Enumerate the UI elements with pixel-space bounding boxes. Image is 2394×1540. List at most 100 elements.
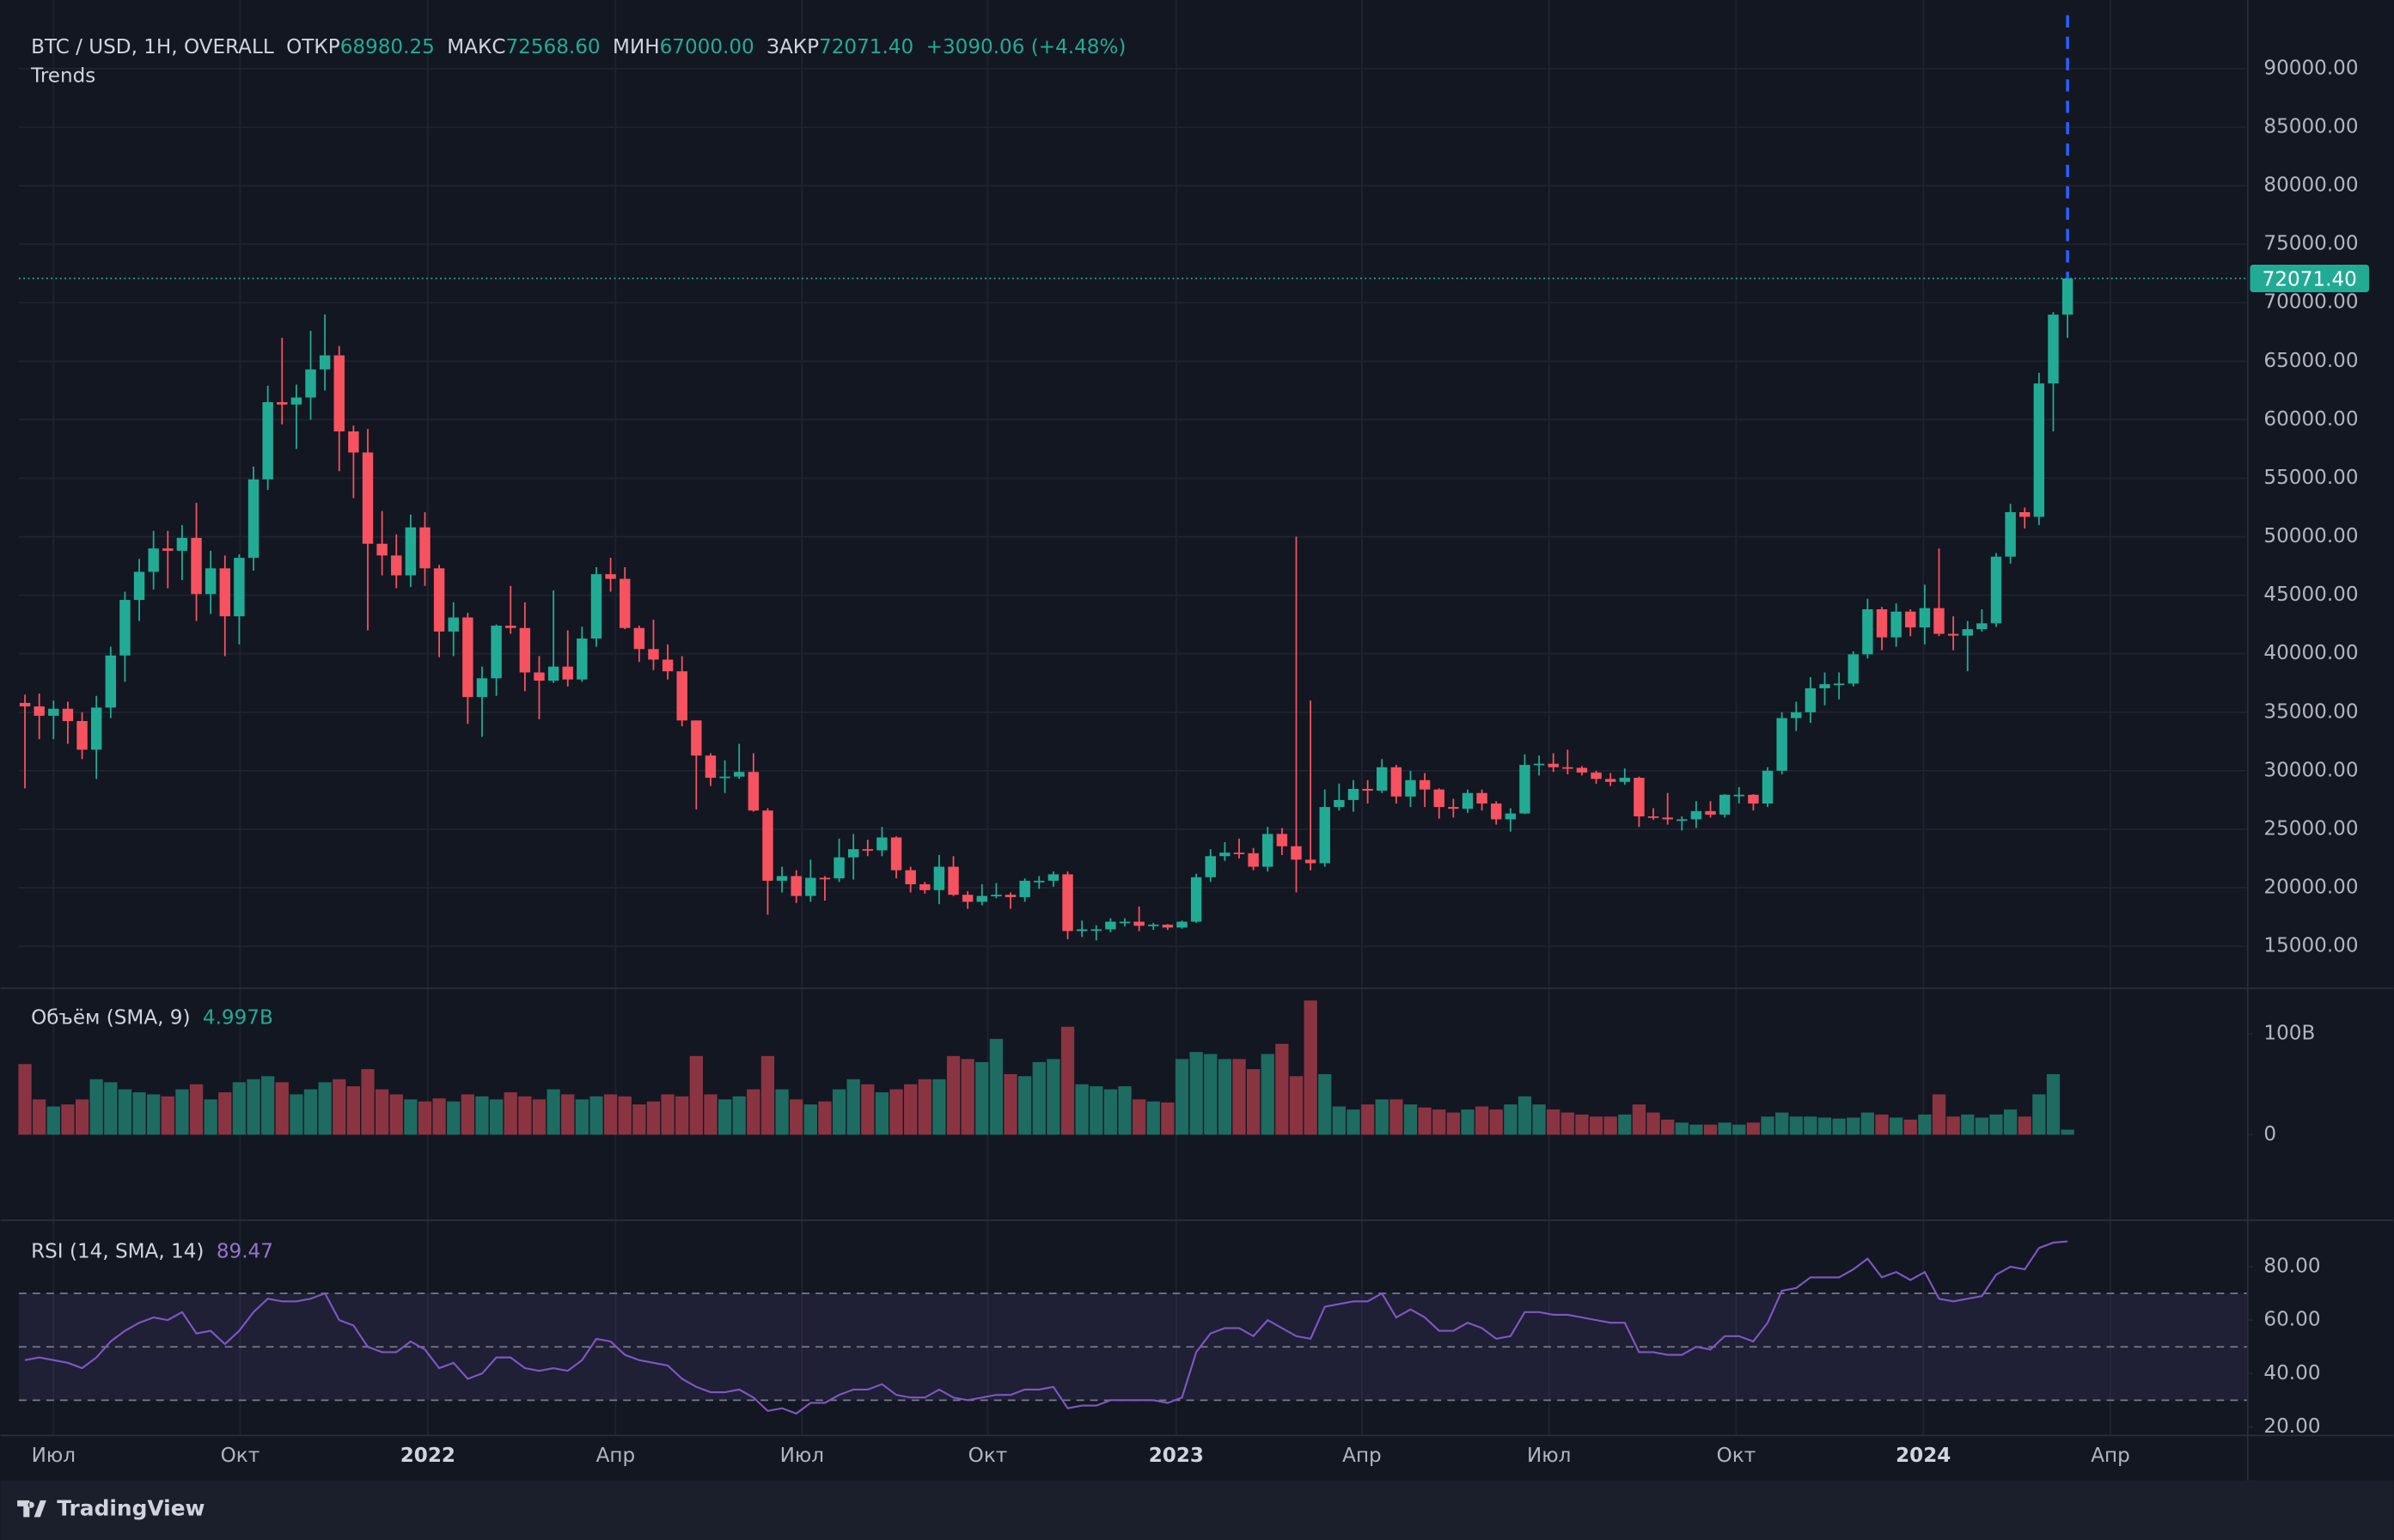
volume-bar [118,1089,132,1135]
volume-bar [1032,1061,1046,1135]
volume-bar [404,1099,418,1135]
volume-bar [1461,1109,1475,1135]
candle-body [148,548,159,572]
volume-bar [1332,1106,1346,1135]
y-tick-label: 40000.00 [2263,642,2358,664]
volume-bar [603,1094,618,1135]
candle-body [620,578,631,628]
volume-bar [1403,1104,1418,1135]
candle-body [991,895,1002,896]
y-tick-label: 75000.00 [2263,233,2358,255]
candle-body [1591,772,1602,779]
candle-body [919,883,931,890]
volume-bar [161,1096,174,1135]
volume-bar [1261,1054,1274,1135]
y-tick-label: 30000.00 [2263,759,2358,781]
candle-body [1176,921,1188,928]
candle-body [1276,834,1288,846]
x-tick-label: 2024 [1896,1445,1951,1467]
volume-bar [1718,1122,1731,1135]
candle-body [605,574,616,579]
volume-bar [1161,1102,1175,1135]
volume-bar [760,1055,775,1135]
volume-last: 4.997B [203,1006,273,1029]
volume-tick-label: 0 [2263,1123,2276,1146]
last-price-tag [2250,265,2369,293]
candle-body [676,671,687,721]
candle-body [834,857,845,879]
rsi-last: 89.47 [217,1240,273,1262]
volume-bar [1446,1112,1460,1135]
candle-body [1019,880,1030,897]
candle-body [1219,852,1231,857]
legend-field-value: 72568.60 [505,36,600,58]
volume-bar [547,1089,560,1135]
volume-bar [1547,1109,1560,1135]
candle-body [419,527,431,569]
candle-body [2019,511,2031,517]
volume-bar [375,1089,389,1135]
volume-legend: Объём (SMA, 9) 4.997B [31,1006,273,1029]
y-tick-label: 80000.00 [2263,174,2358,197]
volume-bar [1761,1116,1774,1135]
volume-bar [189,1084,204,1135]
candle-body [1719,794,1731,815]
candle-body [705,755,717,779]
candle-body [1505,813,1517,820]
candle-body [762,810,773,881]
volume-bar [1618,1114,1632,1135]
volume-bar [1375,1099,1389,1135]
candle-body [1919,608,1931,628]
y-tick-label: 60000.00 [2263,408,2358,431]
legend-change: +3090.06 (+4.48%) [926,36,1127,58]
volume-bar [775,1089,789,1135]
candle-body [1705,810,1716,815]
candle-body [448,617,459,632]
volume-bar [1689,1124,1703,1135]
candle-body [405,527,417,576]
x-tick-label: Окт [968,1445,1008,1467]
candle-body [1248,852,1259,867]
candle-body [547,666,559,681]
volume-bar [2018,1116,2031,1135]
y-tick-label: 55000.00 [2263,467,2358,489]
y-tick-label: 25000.00 [2263,817,2358,840]
volume-bar [1103,1089,1118,1135]
volume-bar [1389,1099,1403,1135]
x-tick-label: Окт [221,1445,260,1467]
volume-bar [1289,1076,1304,1135]
candle-body [176,537,188,551]
candle-body [247,479,260,559]
rsi-tick-label: 80.00 [2263,1255,2320,1277]
volume-bar [718,1099,732,1135]
candle-body [1890,611,1902,638]
candle-body [933,866,945,890]
volume-bar [247,1079,260,1135]
candle-body [191,537,202,595]
candle-body [1062,874,1073,932]
candle-body [1419,779,1431,790]
candle-body [391,555,402,576]
volume-bar [1918,1114,1932,1135]
volume-bar [589,1096,603,1135]
volume-bar [1746,1122,1761,1135]
volume-bar [75,1099,89,1135]
volume-bar [790,1099,803,1135]
candle-body [2005,511,2016,557]
legend-field-value: 67000.00 [660,36,754,58]
candle-body [1662,817,1673,820]
x-tick-label: Июл [1527,1445,1571,1467]
volume-bar [946,1055,961,1135]
legend-title: BTC / USD, 1H, OVERALL [31,36,274,58]
legend-field-name: ЗАКР [766,36,819,58]
candle-body [1634,778,1645,816]
volume-bar [2003,1109,2018,1135]
volume-bar [832,1089,846,1135]
candle-body [905,870,916,884]
volume-bar [989,1038,1004,1135]
candle-body [2048,315,2059,384]
candle-body [462,617,473,698]
rsi-line [24,1240,2068,1415]
candle-body [376,543,388,556]
candle-body [1034,880,1045,883]
